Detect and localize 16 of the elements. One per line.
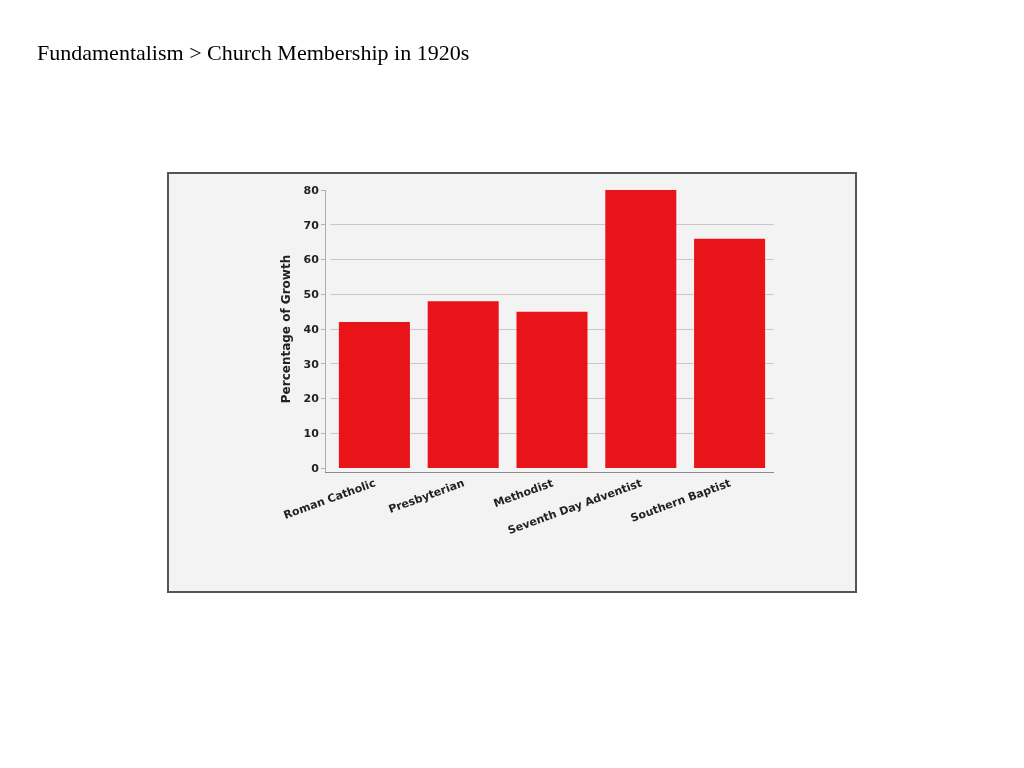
bar xyxy=(338,322,410,468)
y-tick-label: 20 xyxy=(303,392,320,406)
chart-title: Fundamentalism > Church Membership in 1920s xyxy=(37,39,470,65)
y-tick-label: 60 xyxy=(303,253,320,267)
bar xyxy=(694,238,766,468)
y-axis-title: Percentage of Growth xyxy=(278,254,293,404)
y-tick-label: 40 xyxy=(303,322,320,336)
y-tick-label: 80 xyxy=(303,183,320,197)
y-tick-label: 30 xyxy=(303,357,320,371)
bar xyxy=(605,190,677,468)
y-tick-label: 10 xyxy=(303,427,320,441)
bar xyxy=(516,311,588,468)
bar xyxy=(427,301,499,468)
y-tick-label: 0 xyxy=(311,461,320,475)
y-tick-label: 70 xyxy=(303,218,320,232)
y-tick-label: 50 xyxy=(303,288,320,302)
